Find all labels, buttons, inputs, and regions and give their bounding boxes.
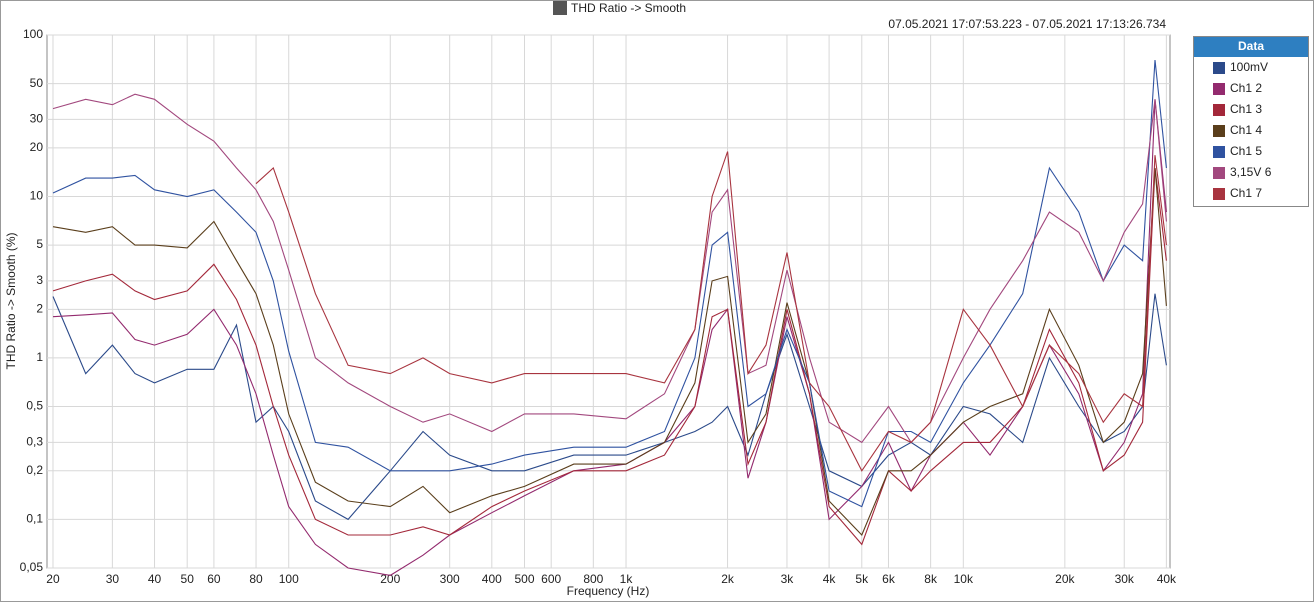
y-tick-label: 5 bbox=[36, 237, 43, 251]
x-tick-label: 30 bbox=[106, 572, 120, 586]
x-tick-label: 40k bbox=[1157, 572, 1177, 586]
x-tick-label: 100 bbox=[279, 572, 299, 586]
series-line bbox=[52, 59, 1167, 508]
legend-label: Ch1 7 bbox=[1230, 186, 1262, 200]
plot-area bbox=[46, 34, 1171, 569]
x-tick-label: 600 bbox=[541, 572, 561, 586]
series-line bbox=[255, 151, 1167, 472]
y-tick-label: 50 bbox=[30, 76, 44, 90]
x-tick-label: 800 bbox=[583, 572, 603, 586]
y-tick-label: 0,5 bbox=[26, 399, 43, 413]
x-tick-label: 6k bbox=[882, 572, 896, 586]
y-tick-label: 0,1 bbox=[26, 512, 43, 526]
x-tick-label: 40 bbox=[148, 572, 162, 586]
series-line bbox=[52, 293, 1167, 521]
y-tick-label: 0,05 bbox=[20, 560, 44, 574]
legend-swatch bbox=[1213, 167, 1225, 179]
legend-label: 3,15V 6 bbox=[1230, 165, 1272, 179]
x-tick-label: 80 bbox=[249, 572, 263, 586]
x-tick-label: 8k bbox=[924, 572, 938, 586]
legend-header bbox=[1194, 37, 1308, 57]
legend-swatch bbox=[1213, 104, 1225, 116]
x-tick-label: 500 bbox=[514, 572, 534, 586]
y-tick-label: 20 bbox=[30, 140, 44, 154]
legend-label: Ch1 3 bbox=[1230, 102, 1262, 116]
y-tick-label: 10 bbox=[30, 189, 44, 203]
y-tick-label: 2 bbox=[36, 301, 43, 315]
x-tick-label: 3k bbox=[781, 572, 795, 586]
y-tick-label: 1 bbox=[36, 350, 43, 364]
legend-swatch bbox=[1213, 188, 1225, 200]
y-tick-label: 3 bbox=[36, 273, 43, 287]
x-tick-label: 20 bbox=[46, 572, 60, 586]
x-tick-label: 5k bbox=[855, 572, 869, 586]
x-axis-label: Frequency (Hz) bbox=[567, 584, 650, 598]
x-tick-label: 2k bbox=[721, 572, 735, 586]
y-tick-label: 30 bbox=[30, 112, 44, 126]
chart-title: THD Ratio -> Smooth bbox=[571, 1, 686, 15]
y-tick-label: 0,2 bbox=[26, 463, 43, 477]
x-tick-label: 20k bbox=[1055, 572, 1075, 586]
fx-icon bbox=[553, 1, 567, 15]
y-tick-label: 100 bbox=[23, 27, 43, 41]
legend-label: 100mV bbox=[1230, 60, 1268, 74]
legend-title: Data bbox=[1238, 39, 1264, 53]
legend-swatch bbox=[1213, 125, 1225, 137]
legend-label: Ch1 5 bbox=[1230, 144, 1262, 158]
y-tick-label: 0,3 bbox=[26, 435, 43, 449]
x-tick-label: 1k bbox=[620, 572, 634, 586]
x-tick-label: 10k bbox=[954, 572, 974, 586]
x-tick-label: 60 bbox=[207, 572, 221, 586]
legend-swatch bbox=[1213, 146, 1225, 158]
y-axis-label: THD Ratio -> Smooth (%) bbox=[4, 232, 18, 369]
series-line bbox=[52, 167, 1167, 536]
legend-swatch bbox=[1213, 83, 1225, 95]
x-tick-label: 4k bbox=[823, 572, 837, 586]
legend-label: Ch1 2 bbox=[1230, 81, 1262, 95]
legend-label: Ch1 4 bbox=[1230, 123, 1262, 137]
x-tick-label: 30k bbox=[1115, 572, 1135, 586]
x-tick-label: 50 bbox=[181, 572, 195, 586]
legend bbox=[1193, 36, 1309, 207]
x-tick-label: 400 bbox=[482, 572, 502, 586]
legend-swatch bbox=[1213, 62, 1225, 74]
x-tick-label: 200 bbox=[380, 572, 400, 586]
x-tick-label: 300 bbox=[440, 572, 460, 586]
time-range: 07.05.2021 17:07:53.223 - 07.05.2021 17:… bbox=[888, 17, 1166, 31]
